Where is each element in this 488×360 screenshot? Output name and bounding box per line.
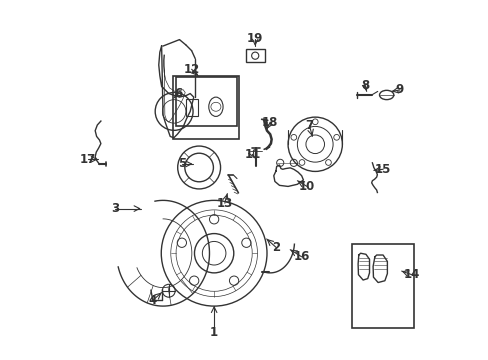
Text: 10: 10 — [298, 180, 314, 193]
Text: 5: 5 — [178, 157, 186, 170]
Text: 13: 13 — [216, 197, 232, 210]
Text: 15: 15 — [374, 163, 390, 176]
Text: 14: 14 — [403, 268, 419, 281]
Text: 12: 12 — [183, 63, 199, 76]
Bar — [351, 244, 413, 328]
Text: 11: 11 — [244, 148, 260, 161]
Bar — [173, 76, 239, 139]
Text: 17: 17 — [80, 153, 96, 166]
Text: 9: 9 — [395, 84, 403, 96]
Text: 3: 3 — [111, 202, 119, 215]
Text: 7: 7 — [305, 119, 313, 132]
Bar — [245, 49, 264, 62]
Text: 19: 19 — [246, 32, 263, 45]
Bar — [176, 77, 237, 126]
Bar — [185, 99, 197, 116]
Text: 18: 18 — [262, 116, 278, 129]
Text: 16: 16 — [293, 250, 309, 263]
Text: 8: 8 — [360, 79, 368, 92]
Text: 6: 6 — [174, 87, 182, 100]
Text: 1: 1 — [210, 327, 218, 339]
Text: 2: 2 — [272, 241, 280, 255]
Text: 4: 4 — [148, 294, 156, 307]
